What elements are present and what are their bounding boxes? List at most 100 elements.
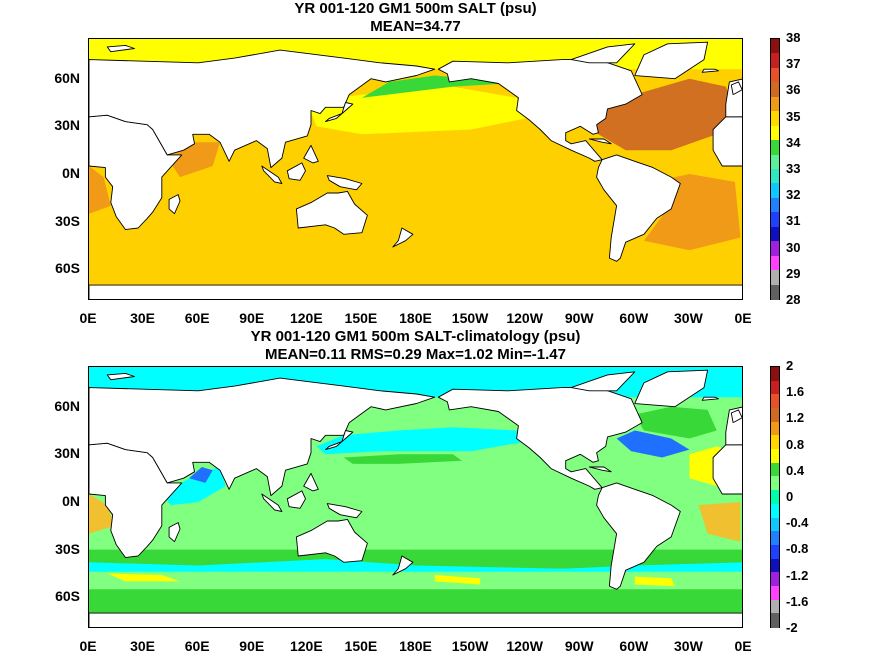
longitude-tick-label: 60E: [184, 638, 210, 654]
uk-land: [730, 409, 742, 424]
north-atlantic-green-region: [634, 406, 717, 439]
colorbar-segment: [771, 613, 779, 628]
colorbar-segment: [771, 183, 779, 199]
eurasia-land: [89, 377, 436, 497]
colorbar-segment: [771, 111, 779, 127]
colorbar-segment: [771, 599, 779, 614]
colorbar-segment: [771, 96, 779, 112]
colorbar-segment: [771, 435, 779, 450]
colorbar-segment: [771, 449, 779, 464]
gulf-guinea-region: [89, 166, 111, 214]
south-atlantic-yellow-region: [634, 576, 675, 587]
colorbar-tick-label: 2: [786, 358, 794, 373]
latitude-tick-label: 30N: [54, 117, 80, 134]
cuba-land: [588, 466, 612, 473]
longitude-tick-label: 150E: [344, 638, 378, 654]
longitude-tick-label: 0E: [79, 310, 97, 326]
longitude-tick-label: 150E: [344, 310, 378, 326]
salinity-colorbar: [770, 38, 780, 300]
australia-land: [295, 190, 368, 235]
north-pacific-band-region: [316, 427, 526, 455]
greenland-land: [634, 369, 709, 408]
colorbar-segment: [771, 67, 779, 83]
colorbar-tick-label: 30: [786, 239, 801, 255]
colorbar-tick-label: 33: [786, 161, 801, 176]
north-america-land: [437, 59, 643, 162]
panel-title: YR 001-120 GM1 500m SALT-climatology (ps…: [250, 328, 581, 345]
colorbar-tick-label: 0.4: [786, 462, 805, 478]
uk-land: [730, 81, 742, 96]
longitude-tick-label: 90E: [239, 638, 265, 654]
longitude-tick-label: 0E: [734, 638, 752, 654]
southern-ocean-region: [89, 272, 742, 286]
latitude-tick-label: 0N: [62, 164, 80, 181]
colorbar-tick-label: 1.2: [786, 410, 805, 426]
colorbar-segment: [771, 408, 779, 423]
newzealand-land: [392, 227, 414, 248]
colorbar-segment: [771, 476, 779, 491]
colorbar-tick-label: 34: [786, 134, 801, 150]
colorbar-tick-label: 1.6: [786, 384, 805, 400]
colorbar-segment: [771, 140, 779, 156]
longitude-tick-label: 150W: [451, 638, 489, 654]
colorbar-segment: [771, 169, 779, 185]
colorbar-tick-label: -0.8: [786, 541, 809, 557]
arabian-sea-region: [161, 467, 226, 506]
madagascar-land: [168, 522, 181, 543]
panel-subtitle: MEAN=34.77: [370, 18, 461, 35]
antarctica-land: [89, 284, 742, 299]
longitude-tick-label: 60E: [184, 310, 210, 326]
colorbar-segment: [771, 284, 779, 300]
panel-subtitle: MEAN=0.11 RMS=0.29 Max=1.02 Min=-1.47: [265, 346, 566, 363]
anomaly-colorbar: [770, 366, 780, 628]
colorbar-segment: [771, 270, 779, 286]
longitude-tick-label: 150W: [451, 310, 489, 326]
eurasia-land: [89, 49, 436, 169]
iceland-land: [701, 68, 719, 73]
south-indian-yellow-region: [107, 573, 180, 582]
japan-land: [325, 102, 354, 123]
colorbar-tick-label: 29: [786, 265, 801, 281]
colorbar-tick-label: -1.6: [786, 593, 809, 609]
colorbar-segment: [771, 255, 779, 271]
newzealand-land: [392, 555, 414, 576]
colorbar-tick-label: -1.2: [786, 567, 809, 583]
colorbar-tick-label: 32: [786, 187, 801, 203]
arabian-blue-region: [189, 467, 213, 483]
colorbar-segment: [771, 462, 779, 478]
colorbar-segment: [771, 394, 779, 409]
colorbar-tick-label: 37: [786, 56, 801, 72]
longitude-tick-label: 180E: [399, 638, 432, 654]
colorbar-segment: [771, 558, 779, 573]
sumatra-land: [261, 165, 283, 184]
panel-title: YR 001-120 GM1 500m SALT (psu): [294, 0, 537, 17]
salinity-map-canvas: [89, 39, 742, 299]
arctic-islands-land: [570, 371, 636, 392]
south-atlantic-east-region: [698, 502, 741, 542]
north-america-land: [437, 387, 643, 490]
south-america-land: [596, 154, 681, 262]
madagascar-land: [168, 194, 181, 215]
colorbar-tick-label: 0.8: [786, 436, 805, 452]
colorbar-tick-label: 28: [786, 292, 801, 307]
colorbar-segment: [771, 544, 779, 560]
salinity-panel: YR 001-120 GM1 500m SALT (psu) MEAN=34.7…: [54, 0, 801, 326]
bering-region: [361, 75, 508, 98]
subantarctic-cyan-region: [89, 559, 742, 572]
anomaly-map-canvas: [89, 367, 742, 627]
longitude-tick-label: 0E: [734, 310, 752, 326]
latitude-tick-label: 30S: [55, 540, 80, 557]
colorbar-tick-label: 31: [786, 213, 801, 229]
colorbar-segment: [771, 82, 779, 98]
gulf-guinea-region: [89, 494, 115, 534]
borneo-land: [286, 162, 306, 181]
colorbar-tick-label: 38: [786, 30, 801, 45]
colorbar-segment: [771, 572, 779, 587]
anomaly-panel: YR 001-120 GM1 500m SALT-climatology (ps…: [0, 328, 875, 656]
salinity-map: [88, 38, 743, 300]
longitude-tick-label: 120W: [506, 310, 543, 326]
latitude-tick-label: 60S: [55, 588, 80, 605]
latitude-tick-label: 60S: [55, 260, 80, 277]
colorbar-segment: [771, 39, 779, 55]
colorbar-segment: [771, 241, 779, 257]
